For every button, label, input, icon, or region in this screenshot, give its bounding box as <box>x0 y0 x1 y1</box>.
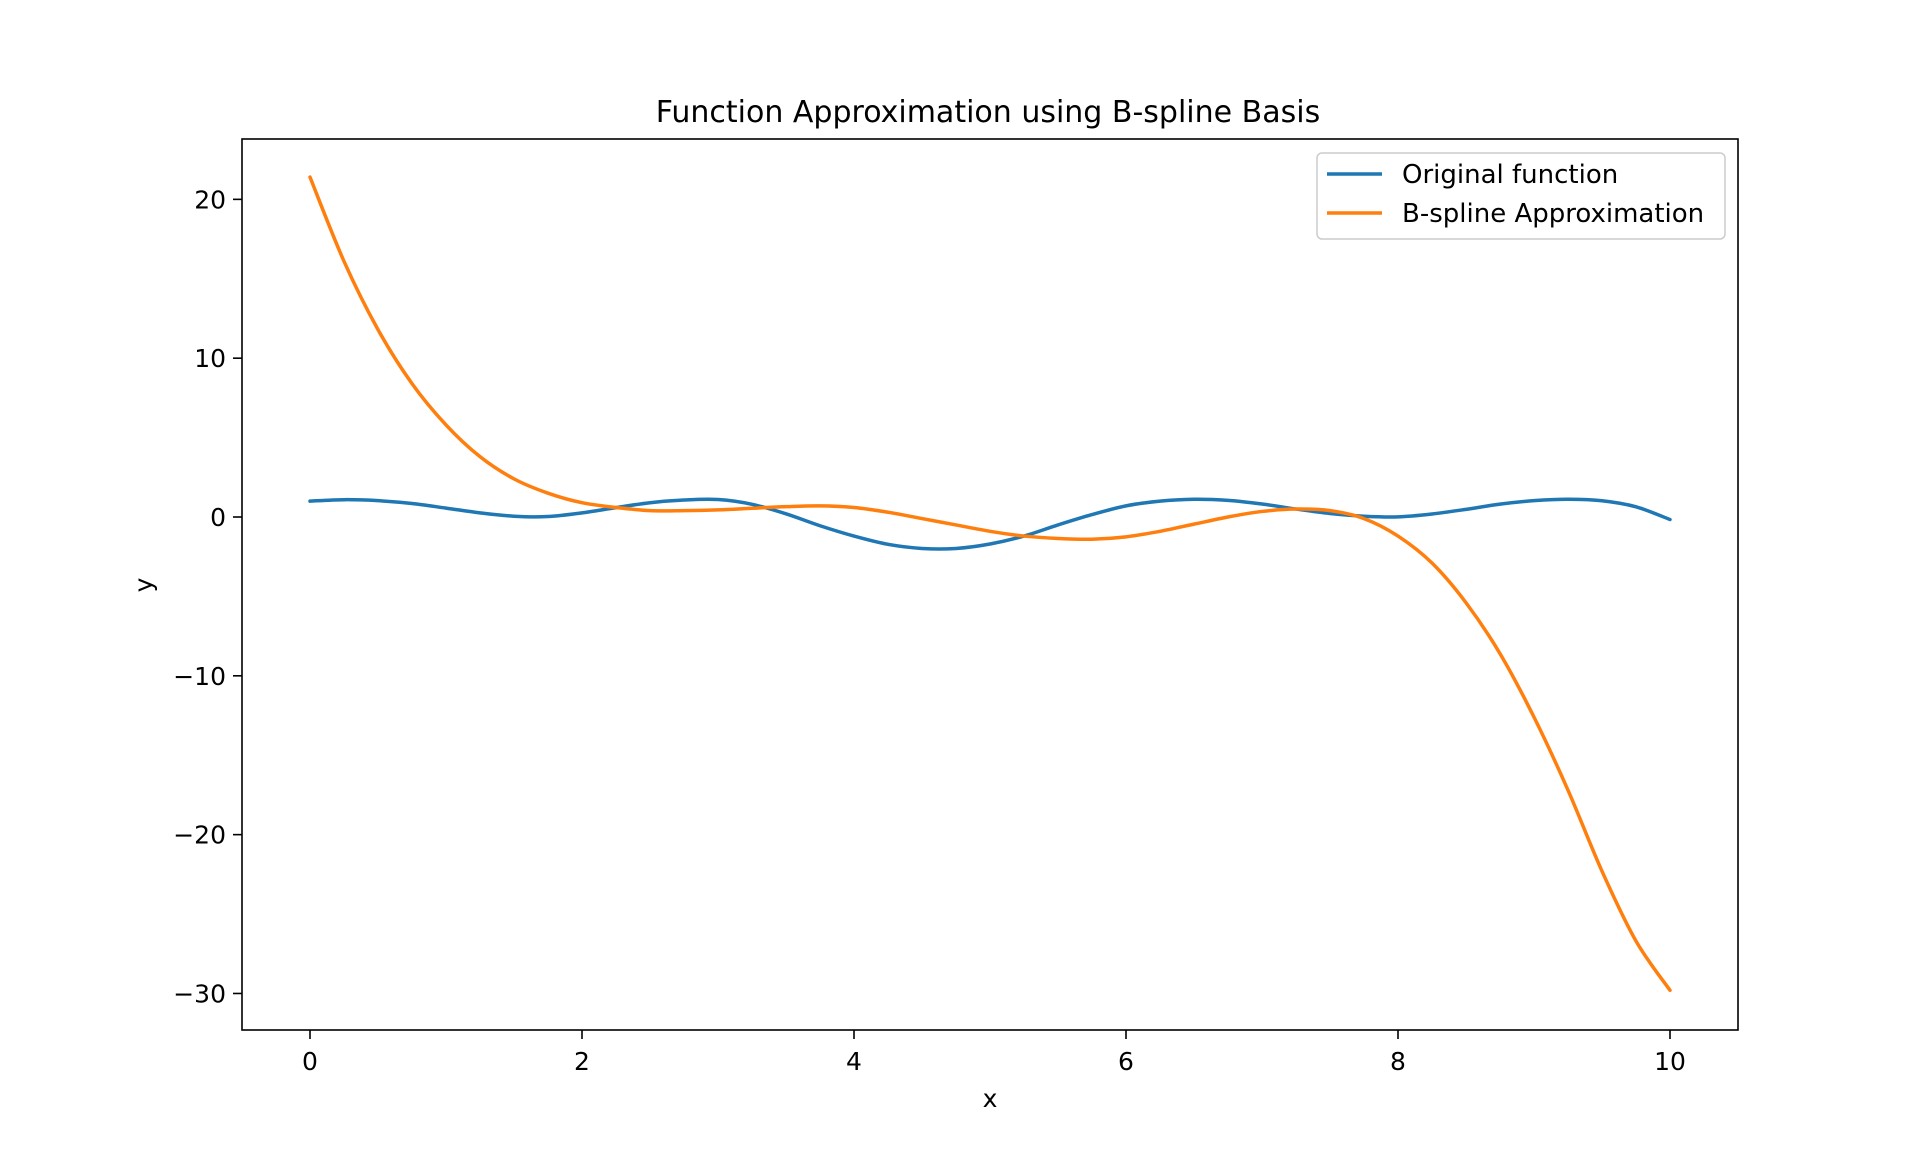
x-tick-label: 2 <box>574 1047 590 1076</box>
x-axis: 0 2 4 6 8 10 <box>302 1030 1686 1076</box>
y-tick-label: −30 <box>173 979 226 1008</box>
legend-label-bspline-approximation: B-spline Approximation <box>1402 199 1704 229</box>
x-tick-label: 6 <box>1118 1047 1134 1076</box>
y-tick-label: 10 <box>194 344 226 373</box>
x-axis-label: x <box>983 1084 998 1113</box>
legend-box <box>1316 152 1726 240</box>
legend: Original function B-spline Approximation <box>1316 152 1726 240</box>
series-layer <box>308 175 1672 993</box>
x-tick-label: 0 <box>302 1047 318 1076</box>
plot-frame <box>241 138 1739 1031</box>
y-tick-label: 20 <box>194 185 226 214</box>
x-tick-label: 4 <box>846 1047 862 1076</box>
series-line-original-function <box>308 497 1672 551</box>
y-tick-label: −10 <box>173 662 226 691</box>
chart-title: Function Approximation using B-spline Ba… <box>656 95 1320 130</box>
plot-background <box>242 139 1738 1030</box>
y-tick-label: −20 <box>173 821 226 850</box>
x-tick-label: 8 <box>1390 1047 1406 1076</box>
legend-label-original-function: Original function <box>1402 160 1618 190</box>
y-axis: 20 10 0 −10 −20 −30 <box>173 185 242 1008</box>
plot-area <box>241 138 1739 1031</box>
y-axis-label: y <box>129 577 158 592</box>
y-tick-label: 0 <box>210 503 226 532</box>
x-tick-label: 10 <box>1654 1047 1686 1076</box>
series-line-b-spline-approximation <box>308 175 1672 993</box>
